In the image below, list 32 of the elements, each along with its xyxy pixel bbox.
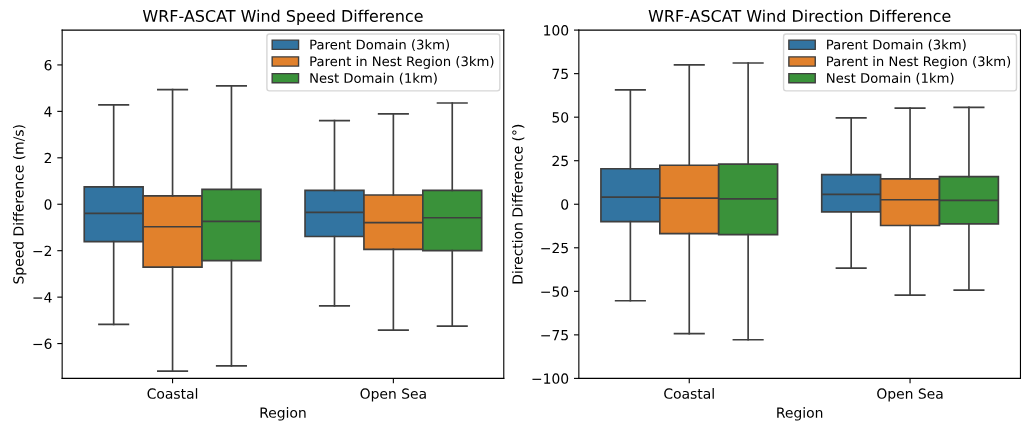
legend-label: Nest Domain (1km)	[827, 72, 954, 85]
x-tick-label: Open Sea	[877, 388, 943, 402]
y-tick-label: 2	[44, 152, 52, 164]
legend-label: Nest Domain (1km)	[310, 72, 437, 85]
legend-label: Parent Domain (3km)	[310, 39, 449, 52]
y-tick-label: 100	[544, 25, 569, 36]
y-axis-title: Direction Difference (°)	[511, 124, 525, 284]
y-tick-label: 25	[552, 155, 568, 167]
y-axis-title: Speed Difference (m/s)	[12, 125, 27, 284]
y-tick-label: −4	[33, 292, 52, 303]
y-tick-label: 0	[44, 199, 52, 210]
chart-title: WRF-ASCAT Wind Direction Difference	[648, 9, 951, 22]
legend-label: Parent in Nest Region (3km)	[827, 56, 1011, 69]
x-axis-title: Region	[777, 407, 823, 421]
y-tick-label: 50	[552, 112, 569, 123]
x-tick-label: Coastal	[664, 388, 714, 399]
y-tick-label: 4	[44, 106, 52, 117]
x-tick-label: Coastal	[147, 388, 198, 399]
y-tick-label: −75	[541, 330, 568, 341]
chart-title: WRF-ASCAT Wind Speed Difference	[142, 9, 423, 26]
y-tick-label: −6	[33, 338, 52, 350]
legend-label: Parent Domain (3km)	[827, 39, 966, 52]
legend-label: Parent in Nest Region (3km)	[310, 56, 494, 69]
y-tick-label: −100	[532, 373, 569, 384]
x-tick-label: Open Sea	[360, 388, 426, 402]
y-tick-label: −25	[541, 242, 568, 254]
y-tick-label: −50	[541, 286, 569, 297]
y-tick-label: 0	[561, 199, 569, 210]
y-tick-label: 75	[552, 68, 568, 80]
y-tick-label: 6	[44, 59, 52, 71]
x-axis-title: Region	[260, 407, 306, 421]
y-tick-label: −2	[33, 245, 52, 256]
